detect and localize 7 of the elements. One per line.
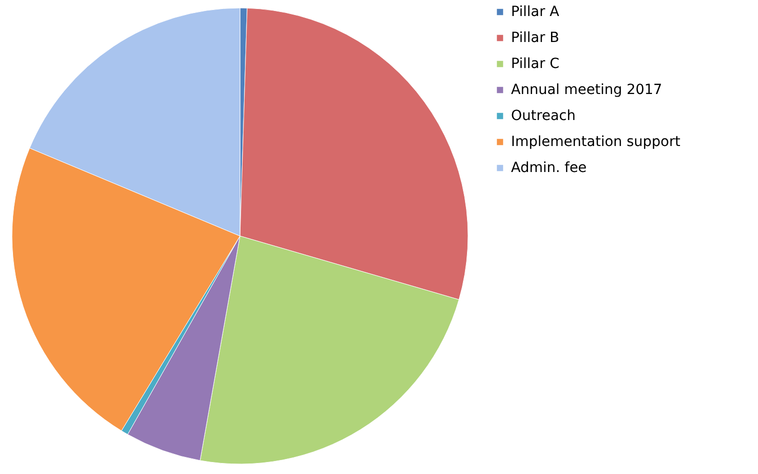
- legend-label: Annual meeting 2017: [511, 82, 662, 98]
- legend-label: Pillar A: [511, 4, 560, 20]
- legend-label: Implementation support: [511, 134, 681, 150]
- legend-label: Pillar B: [511, 30, 560, 46]
- legend-label: Pillar C: [511, 56, 560, 72]
- legend-label: Admin. fee: [511, 160, 587, 176]
- legend-label: Outreach: [511, 108, 576, 124]
